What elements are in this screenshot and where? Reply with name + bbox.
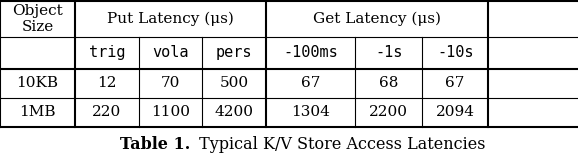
Text: Typical K/V Store Access Latencies: Typical K/V Store Access Latencies xyxy=(194,136,485,153)
Text: 70: 70 xyxy=(161,76,180,91)
Text: 68: 68 xyxy=(379,76,398,91)
Text: 1MB: 1MB xyxy=(19,105,56,119)
Text: 67: 67 xyxy=(301,76,320,91)
Text: Object
Size: Object Size xyxy=(12,4,63,34)
Text: trig: trig xyxy=(88,45,125,60)
Text: 67: 67 xyxy=(446,76,465,91)
Text: 4200: 4200 xyxy=(214,105,254,119)
Text: -100ms: -100ms xyxy=(283,45,338,60)
Text: -10s: -10s xyxy=(437,45,473,60)
Text: 500: 500 xyxy=(220,76,249,91)
Text: Put Latency (μs): Put Latency (μs) xyxy=(107,12,234,26)
Text: pers: pers xyxy=(216,45,253,60)
Text: 2094: 2094 xyxy=(436,105,475,119)
Text: vola: vola xyxy=(152,45,189,60)
Text: 1304: 1304 xyxy=(291,105,330,119)
Text: 2200: 2200 xyxy=(369,105,408,119)
Text: 12: 12 xyxy=(97,76,117,91)
Text: 1100: 1100 xyxy=(151,105,190,119)
Text: -1s: -1s xyxy=(375,45,402,60)
Text: Get Latency (μs): Get Latency (μs) xyxy=(313,12,441,26)
Text: Table 1.: Table 1. xyxy=(120,136,191,153)
Text: 10KB: 10KB xyxy=(17,76,58,91)
Text: 220: 220 xyxy=(92,105,121,119)
